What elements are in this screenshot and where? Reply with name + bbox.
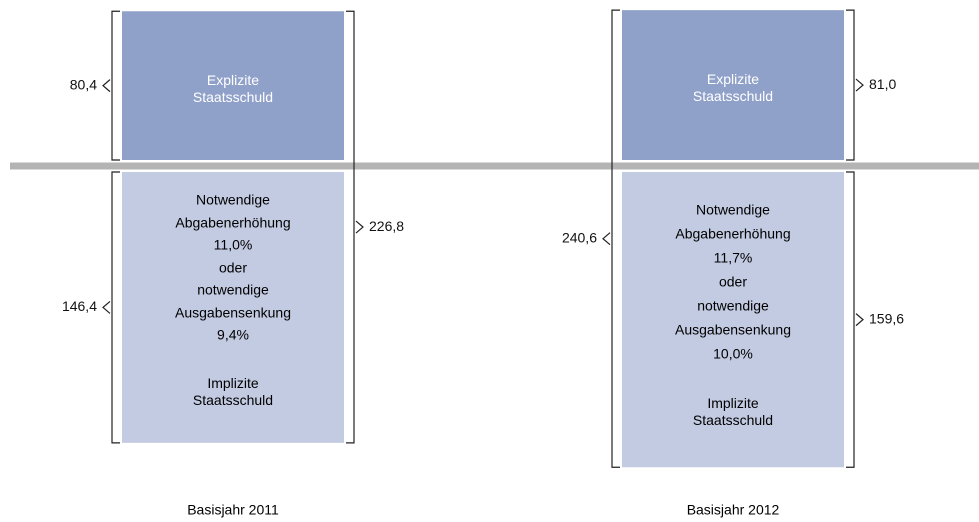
bar-implicit: [622, 172, 844, 468]
bracket: [346, 10, 355, 444]
value-label: 240,6: [562, 229, 597, 245]
note-line: Abgabenerhöhung: [175, 214, 291, 230]
bracket: [111, 10, 120, 161]
bar-explicit: [122, 11, 344, 161]
bracket-pointer: [855, 313, 864, 327]
note-line: 11,7%: [713, 249, 753, 266]
bracket: [111, 171, 120, 444]
value-label: 81,0: [869, 76, 896, 92]
bar-explicit: [622, 10, 844, 161]
bracket: [611, 9, 620, 468]
bar-implicit: [122, 172, 344, 443]
value-label: 226,8: [369, 218, 404, 234]
x-category-label: Basisjahr 2012: [686, 501, 780, 518]
note-line: notwendige: [197, 281, 269, 298]
bracket-pointer: [602, 232, 611, 246]
bracket-pointer: [355, 220, 364, 234]
baseline: [10, 162, 979, 170]
bracket-pointer: [102, 79, 111, 93]
x-category-label: Basisjahr 2011: [187, 501, 279, 518]
note-line: oder: [718, 273, 748, 290]
note-line: Notwendige: [696, 201, 770, 218]
segment-label: Implizite Staatsschuld: [192, 374, 274, 408]
bracket: [846, 9, 855, 161]
note-line: Ausgabensenkung: [175, 304, 291, 320]
note-line: notwendige: [697, 297, 769, 314]
bracket-pointer: [855, 78, 864, 92]
note-line: 10,0%: [713, 345, 753, 362]
value-label: 80,4: [70, 76, 97, 92]
segment-label: Explizite Staatsschuld: [192, 71, 274, 105]
value-label: 159,6: [869, 310, 904, 326]
bracket: [846, 171, 855, 468]
note-line: 11,0%: [213, 236, 253, 253]
segment-label: Implizite Staatsschuld: [692, 395, 774, 428]
note-line: Ausgabensenkung: [675, 321, 791, 338]
bracket-pointer: [102, 300, 111, 314]
note-line: 9,4%: [217, 326, 249, 343]
note-line: Abgabenerhöhung: [675, 225, 791, 242]
segment-label: Explizite Staatsschuld: [692, 71, 774, 105]
note-line: oder: [218, 259, 248, 275]
note-line: Notwendige: [196, 191, 270, 208]
value-label: 146,4: [62, 298, 97, 314]
